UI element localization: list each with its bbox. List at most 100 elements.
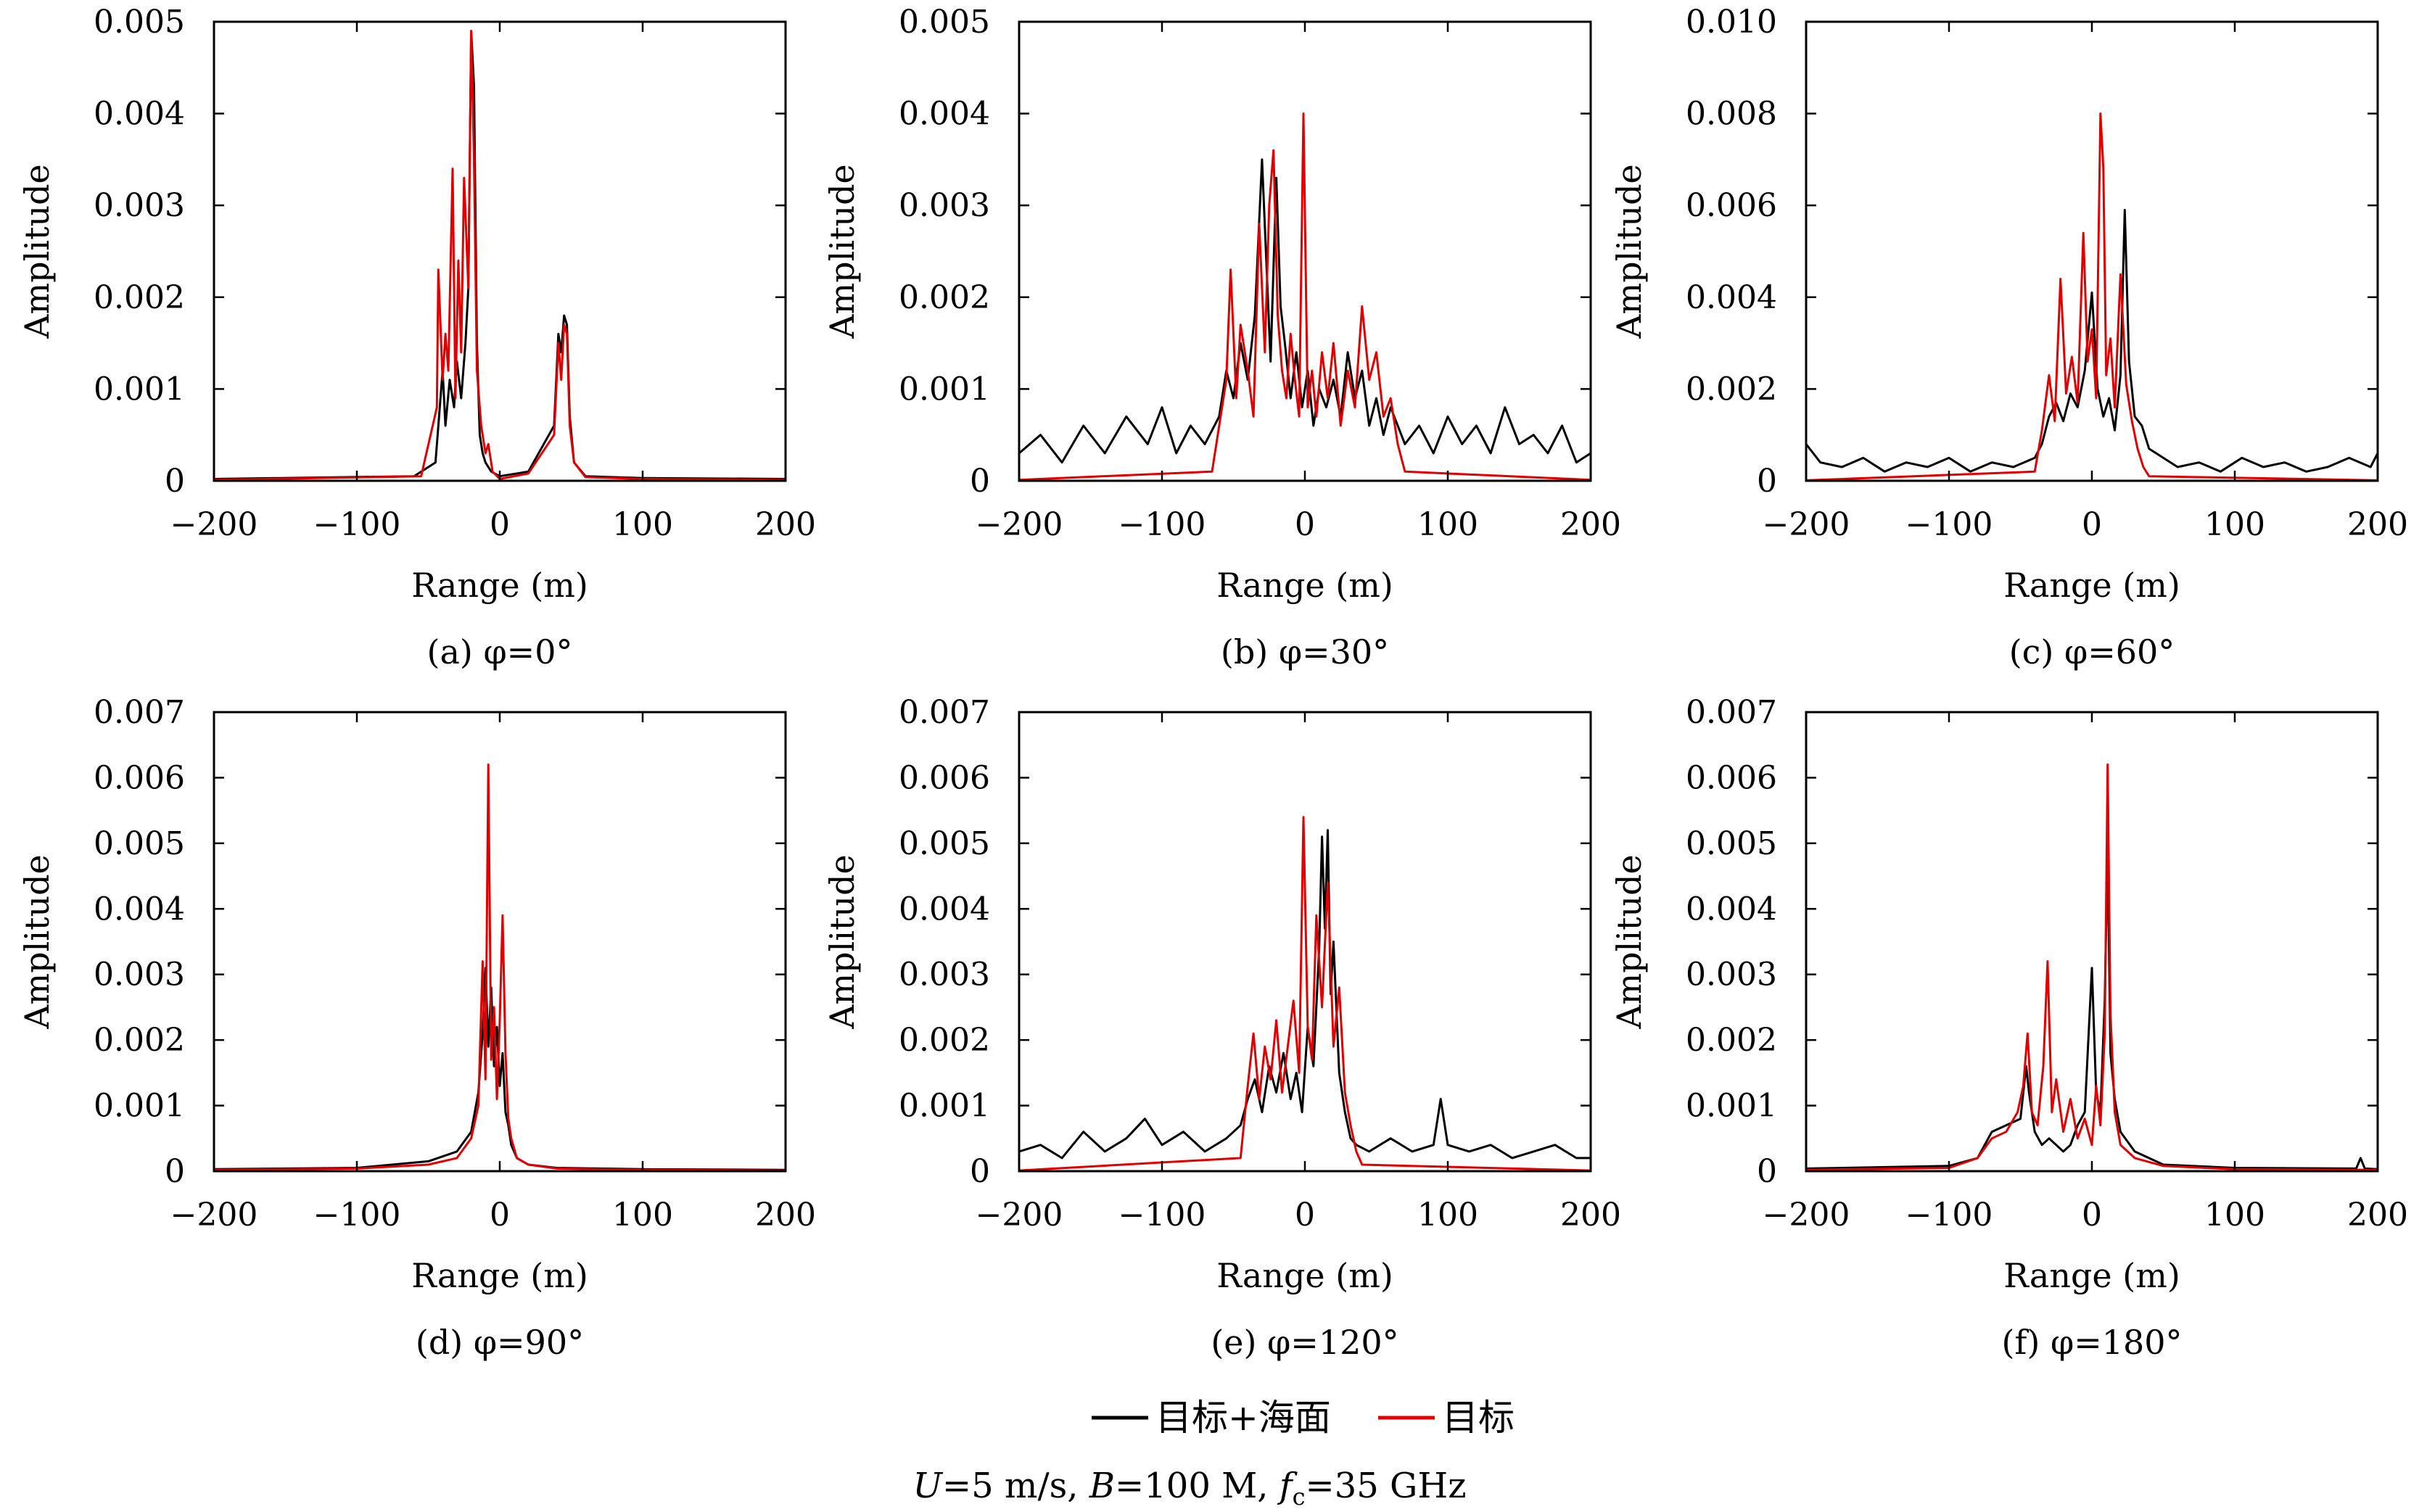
x-tick-label: −100 — [313, 1197, 401, 1234]
y-tick-label: 0 — [165, 463, 185, 500]
y-tick-label: 0.003 — [1686, 957, 1777, 993]
chart-panel-5: −200 −100 0 100 200 0 0.001 0.002 0.003 0.004 0.00… — [823, 694, 1621, 1362]
chart-panel-4: −200 −100 0 100 200 0 0.001 0.002 0.003 0.004 0.00… — [17, 694, 816, 1362]
y-tick-label: 0.001 — [899, 1088, 990, 1125]
plot-frame — [1805, 711, 2379, 1173]
y-tick-label: 0.001 — [899, 371, 990, 408]
x-tick-label: 100 — [2204, 1197, 2265, 1234]
x-axis-title: Range (m) — [411, 1256, 588, 1295]
legend-label-target: 目标 — [1442, 1397, 1515, 1439]
x-tick-label: −200 — [1763, 1197, 1850, 1234]
y-tick-label: 0.002 — [899, 279, 990, 316]
x-tick-label: 200 — [755, 1197, 816, 1234]
footer-parameters: U=5 m/s, B=100 M, fc=35 GHz — [912, 1466, 1466, 1511]
footer-u: U — [912, 1466, 943, 1506]
x-tick-label: −100 — [1905, 506, 1993, 543]
y-tick-label: 0.004 — [1686, 279, 1777, 316]
y-tick-label: 0.006 — [899, 759, 990, 796]
x-tick-label: −200 — [1763, 506, 1850, 543]
footer-subscript-c: c — [1293, 1483, 1306, 1511]
panel-caption: (c) φ=60° — [2009, 632, 2175, 672]
chart-panel-1: −200 −100 0 100 200 0 0.001 0.002 0.003 0.004 0.00… — [17, 4, 816, 672]
legend-label-target-plus-sea: 目标+海面 — [1155, 1397, 1331, 1439]
x-tick-label: 0 — [490, 1197, 510, 1234]
y-tick-label: 0.008 — [1686, 96, 1777, 133]
x-tick-label: −100 — [313, 506, 401, 543]
x-tick-label: 200 — [755, 506, 816, 543]
y-axis-title: Amplitude — [1610, 164, 1649, 339]
series-line-target-plus-sea — [213, 30, 786, 480]
series-line-target — [1018, 112, 1591, 482]
x-tick-label: 0 — [2082, 506, 2102, 543]
y-tick-label: 0.001 — [94, 371, 185, 408]
y-tick-label: 0.007 — [94, 694, 185, 731]
chart-panel-3: −200 −100 0 100 200 0 0.002 0.004 0.006 0.008 0.01… — [1610, 4, 2408, 672]
y-tick-label: 0.003 — [899, 957, 990, 993]
x-tick-label: 200 — [2347, 1197, 2408, 1234]
chart-panel-2: −200 −100 0 100 200 0 0.001 0.002 0.003 0.004 0.00… — [823, 4, 1621, 672]
y-tick-label: 0 — [970, 1153, 990, 1190]
series-line-target-plus-sea — [1018, 829, 1591, 1160]
y-tick-label: 0.002 — [1686, 1022, 1777, 1059]
y-tick-label: 0.010 — [1686, 4, 1777, 41]
y-tick-label: 0.002 — [1686, 371, 1777, 408]
y-tick-label: 0.002 — [94, 1022, 185, 1059]
x-tick-label: 100 — [612, 1197, 673, 1234]
y-axis-title: Amplitude — [823, 164, 862, 339]
x-tick-label: 200 — [1560, 1197, 1621, 1234]
x-tick-label: 200 — [1560, 506, 1621, 543]
y-tick-label: 0.001 — [1686, 1088, 1777, 1125]
x-tick-label: 100 — [2204, 506, 2265, 543]
panel-caption: (e) φ=120° — [1211, 1323, 1398, 1362]
y-axis-title: Amplitude — [823, 854, 862, 1030]
x-tick-label: −200 — [170, 1197, 258, 1234]
footer-text: =5 m/s, — [942, 1466, 1089, 1506]
plot-frame — [1805, 20, 2379, 482]
x-tick-label: 0 — [1295, 1197, 1315, 1234]
y-axis-title: Amplitude — [17, 854, 57, 1030]
y-tick-label: 0.006 — [94, 759, 185, 796]
series-line-target — [213, 763, 786, 1172]
x-axis-title: Range (m) — [1216, 566, 1393, 605]
y-tick-label: 0.005 — [94, 4, 185, 41]
x-tick-label: −100 — [1118, 1197, 1206, 1234]
x-axis-title: Range (m) — [1216, 1256, 1393, 1295]
x-tick-label: −200 — [976, 1197, 1063, 1234]
y-tick-label: 0.001 — [94, 1088, 185, 1125]
footer-text: =100 M, — [1115, 1466, 1280, 1506]
x-tick-label: 100 — [1417, 1197, 1478, 1234]
plot-frame — [213, 711, 787, 1173]
y-tick-label: 0 — [1757, 463, 1777, 500]
x-tick-label: −100 — [1118, 506, 1206, 543]
footer-text: =35 GHz — [1306, 1466, 1467, 1506]
chart-panel-6: −200 −100 0 100 200 0 0.001 0.002 0.003 0.004 0.00… — [1610, 694, 2408, 1362]
panel-caption: (d) φ=90° — [416, 1323, 584, 1362]
x-tick-label: 0 — [490, 506, 510, 543]
y-tick-label: 0.002 — [94, 279, 185, 316]
y-tick-label: 0.003 — [899, 187, 990, 224]
series-line-target-plus-sea — [1805, 209, 2379, 473]
footer-b: B — [1089, 1466, 1115, 1506]
y-tick-label: 0 — [165, 1153, 185, 1190]
y-tick-label: 0.006 — [1686, 187, 1777, 224]
y-tick-label: 0.007 — [899, 694, 990, 731]
x-tick-label: 0 — [1295, 506, 1315, 543]
y-tick-label: 0.004 — [94, 96, 185, 133]
y-axis-title: Amplitude — [1610, 854, 1649, 1030]
y-tick-label: 0.005 — [1686, 825, 1777, 862]
y-tick-label: 0.004 — [899, 96, 990, 133]
x-tick-label: −200 — [976, 506, 1063, 543]
series-line-target — [1018, 816, 1591, 1172]
series-line-target — [213, 30, 786, 482]
y-tick-label: 0.004 — [899, 891, 990, 928]
panel-caption: (f) φ=180° — [2001, 1323, 2182, 1362]
series-line-target — [1805, 763, 2378, 1171]
x-axis-title: Range (m) — [2003, 1256, 2180, 1295]
panel-caption: (b) φ=30° — [1221, 632, 1389, 672]
legend: 目标+海面 目标 — [1092, 1397, 1515, 1439]
y-tick-label: 0.005 — [899, 825, 990, 862]
y-tick-label: 0.007 — [1686, 694, 1777, 731]
y-tick-label: 0.004 — [1686, 891, 1777, 928]
x-tick-label: 0 — [2082, 1197, 2102, 1234]
